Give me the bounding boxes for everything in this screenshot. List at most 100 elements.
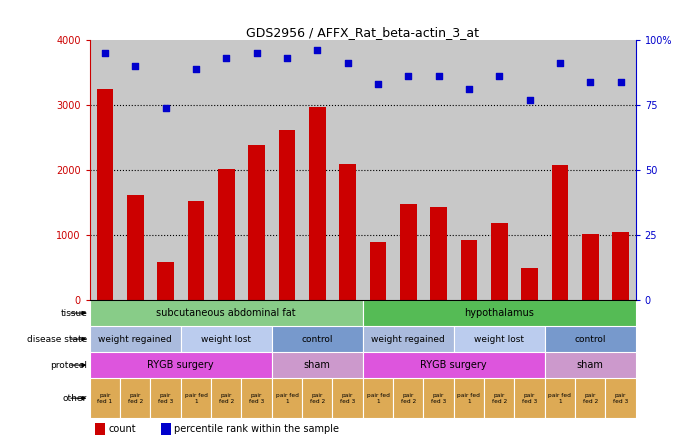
Bar bbox=[272, 352, 363, 378]
Text: control: control bbox=[301, 335, 333, 344]
Bar bbox=[484, 378, 514, 418]
Bar bbox=[400, 205, 417, 300]
Text: pair
fed 2: pair fed 2 bbox=[218, 393, 234, 404]
Bar bbox=[514, 378, 545, 418]
Bar bbox=[90, 326, 181, 352]
Bar bbox=[278, 130, 295, 300]
Point bbox=[403, 73, 414, 80]
Point bbox=[342, 60, 353, 67]
Bar bbox=[120, 378, 151, 418]
Bar bbox=[272, 378, 302, 418]
Text: pair
fed 2: pair fed 2 bbox=[491, 393, 507, 404]
Point bbox=[220, 55, 231, 62]
Point bbox=[433, 73, 444, 80]
Text: count: count bbox=[109, 424, 137, 434]
Bar bbox=[97, 89, 113, 300]
Text: sham: sham bbox=[577, 360, 604, 370]
Bar bbox=[545, 378, 575, 418]
Text: pair
fed 2: pair fed 2 bbox=[583, 393, 598, 404]
Bar bbox=[161, 423, 171, 435]
Bar bbox=[582, 234, 598, 300]
Bar bbox=[393, 378, 424, 418]
Text: subcutaneous abdominal fat: subcutaneous abdominal fat bbox=[156, 308, 296, 318]
Point bbox=[585, 78, 596, 85]
Bar bbox=[545, 352, 636, 378]
Text: weight lost: weight lost bbox=[474, 335, 524, 344]
Bar bbox=[430, 207, 447, 300]
Text: pair
fed 3: pair fed 3 bbox=[340, 393, 355, 404]
Bar bbox=[521, 268, 538, 300]
Bar bbox=[90, 352, 272, 378]
Point bbox=[464, 86, 475, 93]
Text: percentile rank within the sample: percentile rank within the sample bbox=[174, 424, 339, 434]
Bar bbox=[454, 326, 545, 352]
Text: sham: sham bbox=[304, 360, 331, 370]
Bar bbox=[363, 352, 545, 378]
Point bbox=[191, 65, 202, 72]
Point bbox=[554, 60, 565, 67]
Text: tissue: tissue bbox=[60, 309, 87, 317]
Text: weight regained: weight regained bbox=[371, 335, 445, 344]
Bar bbox=[363, 326, 454, 352]
Bar bbox=[211, 378, 241, 418]
Text: pair
fed 2: pair fed 2 bbox=[128, 393, 143, 404]
Text: pair
fed 2: pair fed 2 bbox=[401, 393, 416, 404]
Bar bbox=[127, 195, 144, 300]
Text: pair fed
1: pair fed 1 bbox=[549, 393, 571, 404]
Bar bbox=[181, 378, 211, 418]
Text: pair
fed 1: pair fed 1 bbox=[97, 393, 113, 404]
Point bbox=[281, 55, 292, 62]
Text: weight regained: weight regained bbox=[98, 335, 172, 344]
Bar bbox=[151, 378, 181, 418]
Point bbox=[372, 81, 384, 88]
Text: control: control bbox=[574, 335, 606, 344]
Bar bbox=[309, 107, 325, 300]
Bar bbox=[248, 145, 265, 300]
Bar bbox=[461, 240, 477, 300]
Bar bbox=[339, 163, 356, 300]
Point bbox=[312, 47, 323, 54]
Bar bbox=[90, 378, 120, 418]
Point bbox=[160, 104, 171, 111]
Bar bbox=[575, 378, 605, 418]
Bar bbox=[545, 326, 636, 352]
Title: GDS2956 / AFFX_Rat_beta-actin_3_at: GDS2956 / AFFX_Rat_beta-actin_3_at bbox=[246, 26, 480, 39]
Text: pair
fed 2: pair fed 2 bbox=[310, 393, 325, 404]
Bar bbox=[241, 378, 272, 418]
Text: other: other bbox=[63, 394, 87, 403]
Text: weight lost: weight lost bbox=[201, 335, 252, 344]
Text: RYGB surgery: RYGB surgery bbox=[420, 360, 487, 370]
Text: pair fed
1: pair fed 1 bbox=[184, 393, 207, 404]
Text: pair fed
1: pair fed 1 bbox=[366, 393, 389, 404]
Bar bbox=[158, 262, 174, 300]
Bar bbox=[218, 169, 235, 300]
Point bbox=[100, 49, 111, 56]
Bar bbox=[95, 423, 105, 435]
Bar bbox=[491, 223, 508, 300]
Bar bbox=[424, 378, 454, 418]
Point bbox=[493, 73, 504, 80]
Text: pair
fed 3: pair fed 3 bbox=[158, 393, 173, 404]
Text: pair
fed 3: pair fed 3 bbox=[431, 393, 446, 404]
Point bbox=[615, 78, 626, 85]
Bar bbox=[605, 378, 636, 418]
Text: hypothalamus: hypothalamus bbox=[464, 308, 534, 318]
Bar bbox=[363, 378, 393, 418]
Text: pair
fed 3: pair fed 3 bbox=[249, 393, 264, 404]
Bar bbox=[363, 300, 636, 326]
Bar bbox=[332, 378, 363, 418]
Bar bbox=[181, 326, 272, 352]
Text: pair fed
1: pair fed 1 bbox=[276, 393, 299, 404]
Bar bbox=[188, 201, 205, 300]
Point bbox=[524, 96, 535, 103]
Bar bbox=[551, 165, 568, 300]
Bar bbox=[90, 300, 363, 326]
Text: disease state: disease state bbox=[27, 335, 87, 344]
Text: protocol: protocol bbox=[50, 361, 87, 369]
Bar bbox=[272, 326, 363, 352]
Text: pair fed
1: pair fed 1 bbox=[457, 393, 480, 404]
Bar bbox=[612, 232, 629, 300]
Bar bbox=[302, 378, 332, 418]
Point bbox=[130, 63, 141, 70]
Bar bbox=[370, 242, 386, 300]
